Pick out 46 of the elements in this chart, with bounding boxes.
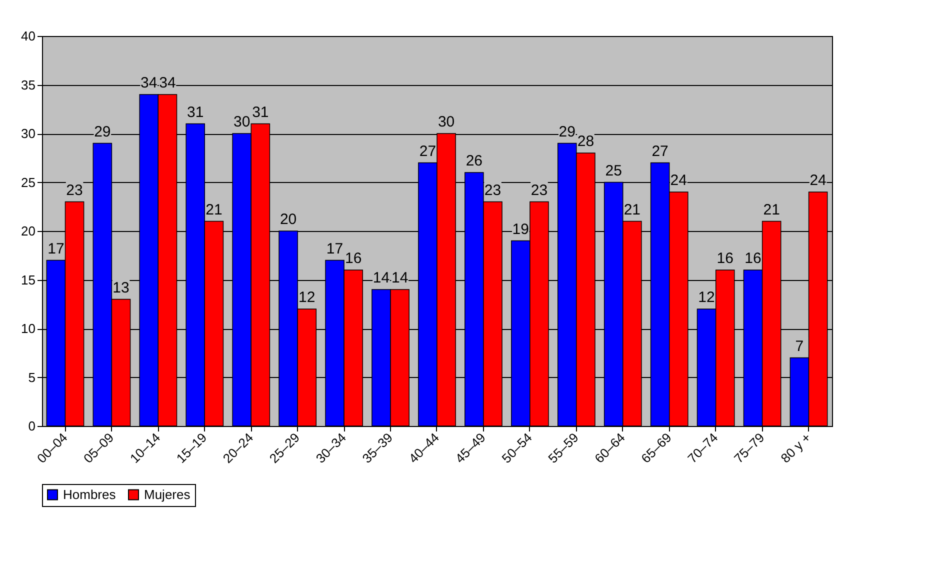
data-label: 29 [558, 123, 576, 140]
data-label: 21 [763, 201, 780, 218]
y-tick-label: 5 [28, 370, 36, 385]
data-label: 19 [512, 220, 529, 238]
y-tick-label: 10 [21, 321, 36, 336]
x-tick-label: 80 y + [778, 430, 814, 466]
data-label: 16 [744, 250, 762, 267]
y-tick-label: 25 [21, 174, 36, 190]
data-label: 30 [438, 114, 455, 130]
legend-label: Mujeres [144, 486, 191, 502]
y-tick-label: 15 [21, 272, 36, 288]
y-tick-label: 35 [21, 77, 36, 92]
data-label: 25 [605, 162, 622, 180]
y-tick-label: 0 [28, 418, 36, 434]
data-label: 31 [252, 104, 269, 121]
data-label: 12 [698, 289, 715, 306]
data-label: 23 [484, 182, 502, 199]
data-label: 27 [419, 142, 436, 160]
y-tick-label: 40 [21, 28, 36, 44]
y-tick-label: 20 [21, 224, 36, 238]
data-label: 13 [112, 279, 130, 296]
data-label: 27 [652, 142, 668, 160]
data-label: 17 [326, 240, 344, 258]
data-label: 24 [670, 172, 687, 189]
data-label: 16 [345, 250, 362, 267]
data-label: 20 [280, 211, 297, 228]
data-label: 26 [466, 152, 483, 170]
data-label: 14 [372, 270, 390, 286]
data-label: 7 [795, 338, 804, 355]
data-label: 29 [94, 123, 111, 140]
data-label: 16 [716, 250, 734, 267]
data-label: 21 [206, 201, 222, 218]
legend-label: Hombres [63, 486, 116, 502]
data-label: 12 [298, 289, 316, 306]
data-label: 34 [140, 74, 158, 92]
y-tick-label: 30 [21, 126, 36, 141]
data-label: 34 [159, 74, 176, 92]
data-label: 28 [577, 133, 594, 150]
data-label: 31 [187, 104, 204, 121]
data-label: 14 [391, 270, 408, 286]
data-label: 21 [624, 201, 641, 218]
data-label: 30 [233, 114, 250, 130]
data-label: 24 [810, 172, 826, 189]
data-label: 23 [530, 182, 548, 199]
data-label: 23 [66, 182, 83, 199]
data-label: 17 [48, 240, 64, 258]
